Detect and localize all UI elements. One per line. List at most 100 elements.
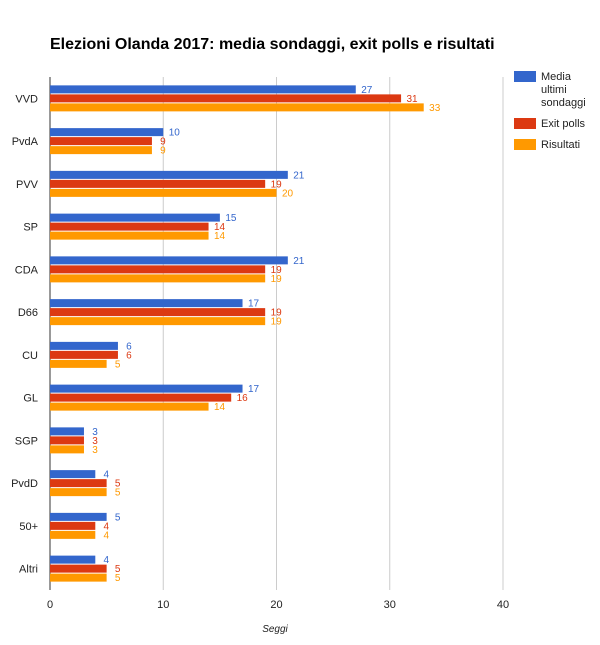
- data-label: 19: [271, 265, 283, 276]
- data-label: 9: [160, 146, 166, 157]
- data-label: 5: [115, 479, 121, 490]
- bar: [50, 85, 356, 94]
- bar: [50, 179, 266, 188]
- category-label: VVD: [15, 93, 38, 105]
- data-label: 5: [115, 512, 121, 523]
- bars: 2731331099211920151414211919171919665171…: [50, 85, 441, 584]
- data-label: 5: [115, 488, 121, 499]
- legend-swatch: [514, 139, 536, 150]
- bar: [50, 94, 402, 103]
- data-label: 6: [126, 350, 132, 361]
- axes: 0 10 20 30 40 VVD PvdA PVV SP CDA D66 CU GL SGP PvdD 50…: [11, 93, 509, 611]
- bar: [50, 317, 266, 326]
- bar: [50, 256, 288, 265]
- category-label: PvdA: [12, 136, 39, 148]
- bar: [50, 384, 243, 393]
- bar: [50, 479, 107, 488]
- data-label: 19: [271, 274, 283, 285]
- category-label: PVV: [16, 179, 39, 191]
- bar: [50, 573, 107, 582]
- bar: [50, 222, 209, 231]
- data-label: 19: [271, 317, 283, 328]
- legend-label: Risultati: [541, 139, 580, 151]
- legend-swatch: [514, 71, 536, 82]
- bar: [50, 359, 107, 368]
- bar: [50, 564, 107, 573]
- category-label: D66: [18, 307, 38, 319]
- data-label: 15: [225, 213, 237, 224]
- gridlines: [49, 77, 504, 590]
- category-label: PvdD: [11, 478, 38, 490]
- bar: [50, 530, 96, 539]
- category-label: 50+: [19, 521, 38, 533]
- data-label: 5: [115, 359, 121, 370]
- data-label: 20: [282, 188, 294, 199]
- bar: [50, 488, 107, 497]
- data-label: 3: [92, 436, 98, 447]
- category-label: SP: [23, 222, 38, 234]
- legend-label: Exit polls: [541, 118, 586, 130]
- data-label: 4: [104, 530, 110, 541]
- bar: [50, 137, 152, 146]
- data-label: 19: [271, 179, 283, 190]
- x-tick-label: 0: [47, 599, 53, 611]
- category-label: SGP: [15, 435, 38, 447]
- chart-title: Elezioni Olanda 2017: media sondaggi, ex…: [50, 36, 495, 53]
- bar: [50, 402, 209, 411]
- data-label: 4: [104, 470, 110, 481]
- data-label: 27: [361, 85, 373, 96]
- bar: [50, 146, 152, 155]
- data-label: 21: [293, 256, 305, 267]
- bar: [50, 341, 118, 350]
- data-label: 5: [115, 573, 121, 584]
- legend-label: sondaggi: [541, 97, 586, 109]
- category-label: CU: [22, 350, 38, 362]
- data-label: 10: [169, 128, 181, 139]
- bar: [50, 470, 96, 479]
- bar: [50, 213, 220, 222]
- bar: [50, 231, 209, 240]
- bar: [50, 308, 266, 317]
- data-label: 9: [160, 137, 166, 148]
- data-label: 21: [293, 170, 305, 181]
- data-label: 17: [248, 384, 260, 395]
- data-label: 19: [271, 308, 283, 319]
- bar: [50, 274, 266, 283]
- legend-swatch: [514, 118, 536, 129]
- bar: [50, 128, 164, 137]
- x-axis-title: Seggi: [262, 624, 288, 635]
- bar: [50, 103, 424, 112]
- data-label: 31: [407, 94, 419, 105]
- data-label: 14: [214, 402, 226, 413]
- data-label: 3: [92, 427, 98, 438]
- x-tick-label: 20: [270, 599, 282, 611]
- legend-label: Media: [541, 71, 572, 83]
- bar: [50, 445, 84, 454]
- data-label: 14: [214, 222, 226, 233]
- x-tick-label: 30: [384, 599, 396, 611]
- data-label: 4: [104, 555, 110, 566]
- data-label: 3: [92, 445, 98, 456]
- bar: [50, 299, 243, 308]
- data-label: 17: [248, 299, 260, 310]
- x-tick-label: 40: [497, 599, 509, 611]
- data-label: 4: [104, 521, 110, 532]
- bar: [50, 393, 232, 402]
- data-label: 33: [429, 103, 441, 114]
- category-label: GL: [23, 393, 38, 405]
- bar: [50, 265, 266, 274]
- bar: [50, 555, 96, 564]
- data-label: 6: [126, 341, 132, 352]
- bar: [50, 188, 277, 197]
- bar: [50, 350, 118, 359]
- data-label: 14: [214, 231, 226, 242]
- bar: [50, 512, 107, 521]
- bar: [50, 170, 288, 179]
- data-label: 16: [237, 393, 249, 404]
- bar: [50, 427, 84, 436]
- category-label: CDA: [15, 264, 39, 276]
- bar: [50, 521, 96, 530]
